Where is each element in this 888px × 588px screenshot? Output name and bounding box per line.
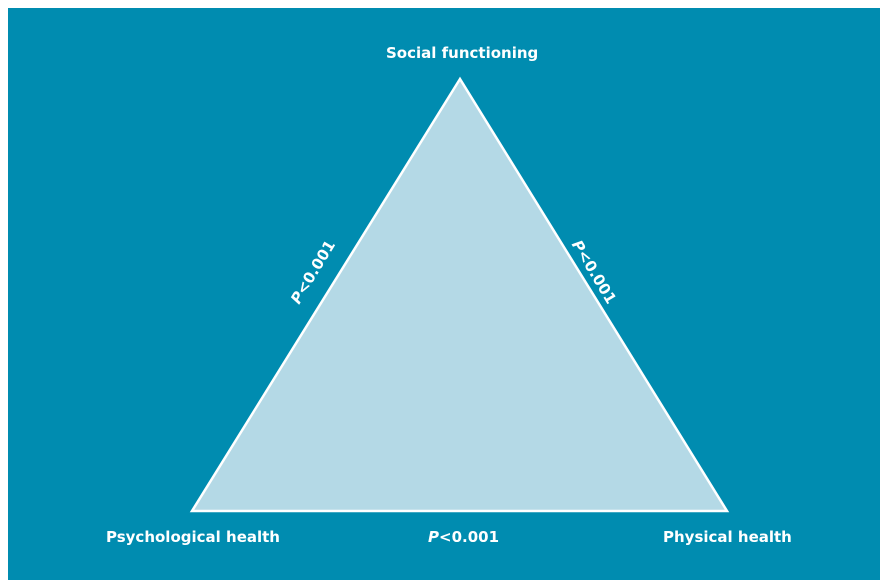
p-symbol: P <box>428 528 439 546</box>
node-label-physical-health: Physical health <box>663 528 792 546</box>
edge-pvalue-bottom: P<0.001 <box>428 528 499 546</box>
p-value: <0.001 <box>439 528 500 546</box>
triangle <box>189 76 730 513</box>
node-label-social-functioning: Social functioning <box>386 44 539 62</box>
node-label-psychological-health: Psychological health <box>106 528 280 546</box>
